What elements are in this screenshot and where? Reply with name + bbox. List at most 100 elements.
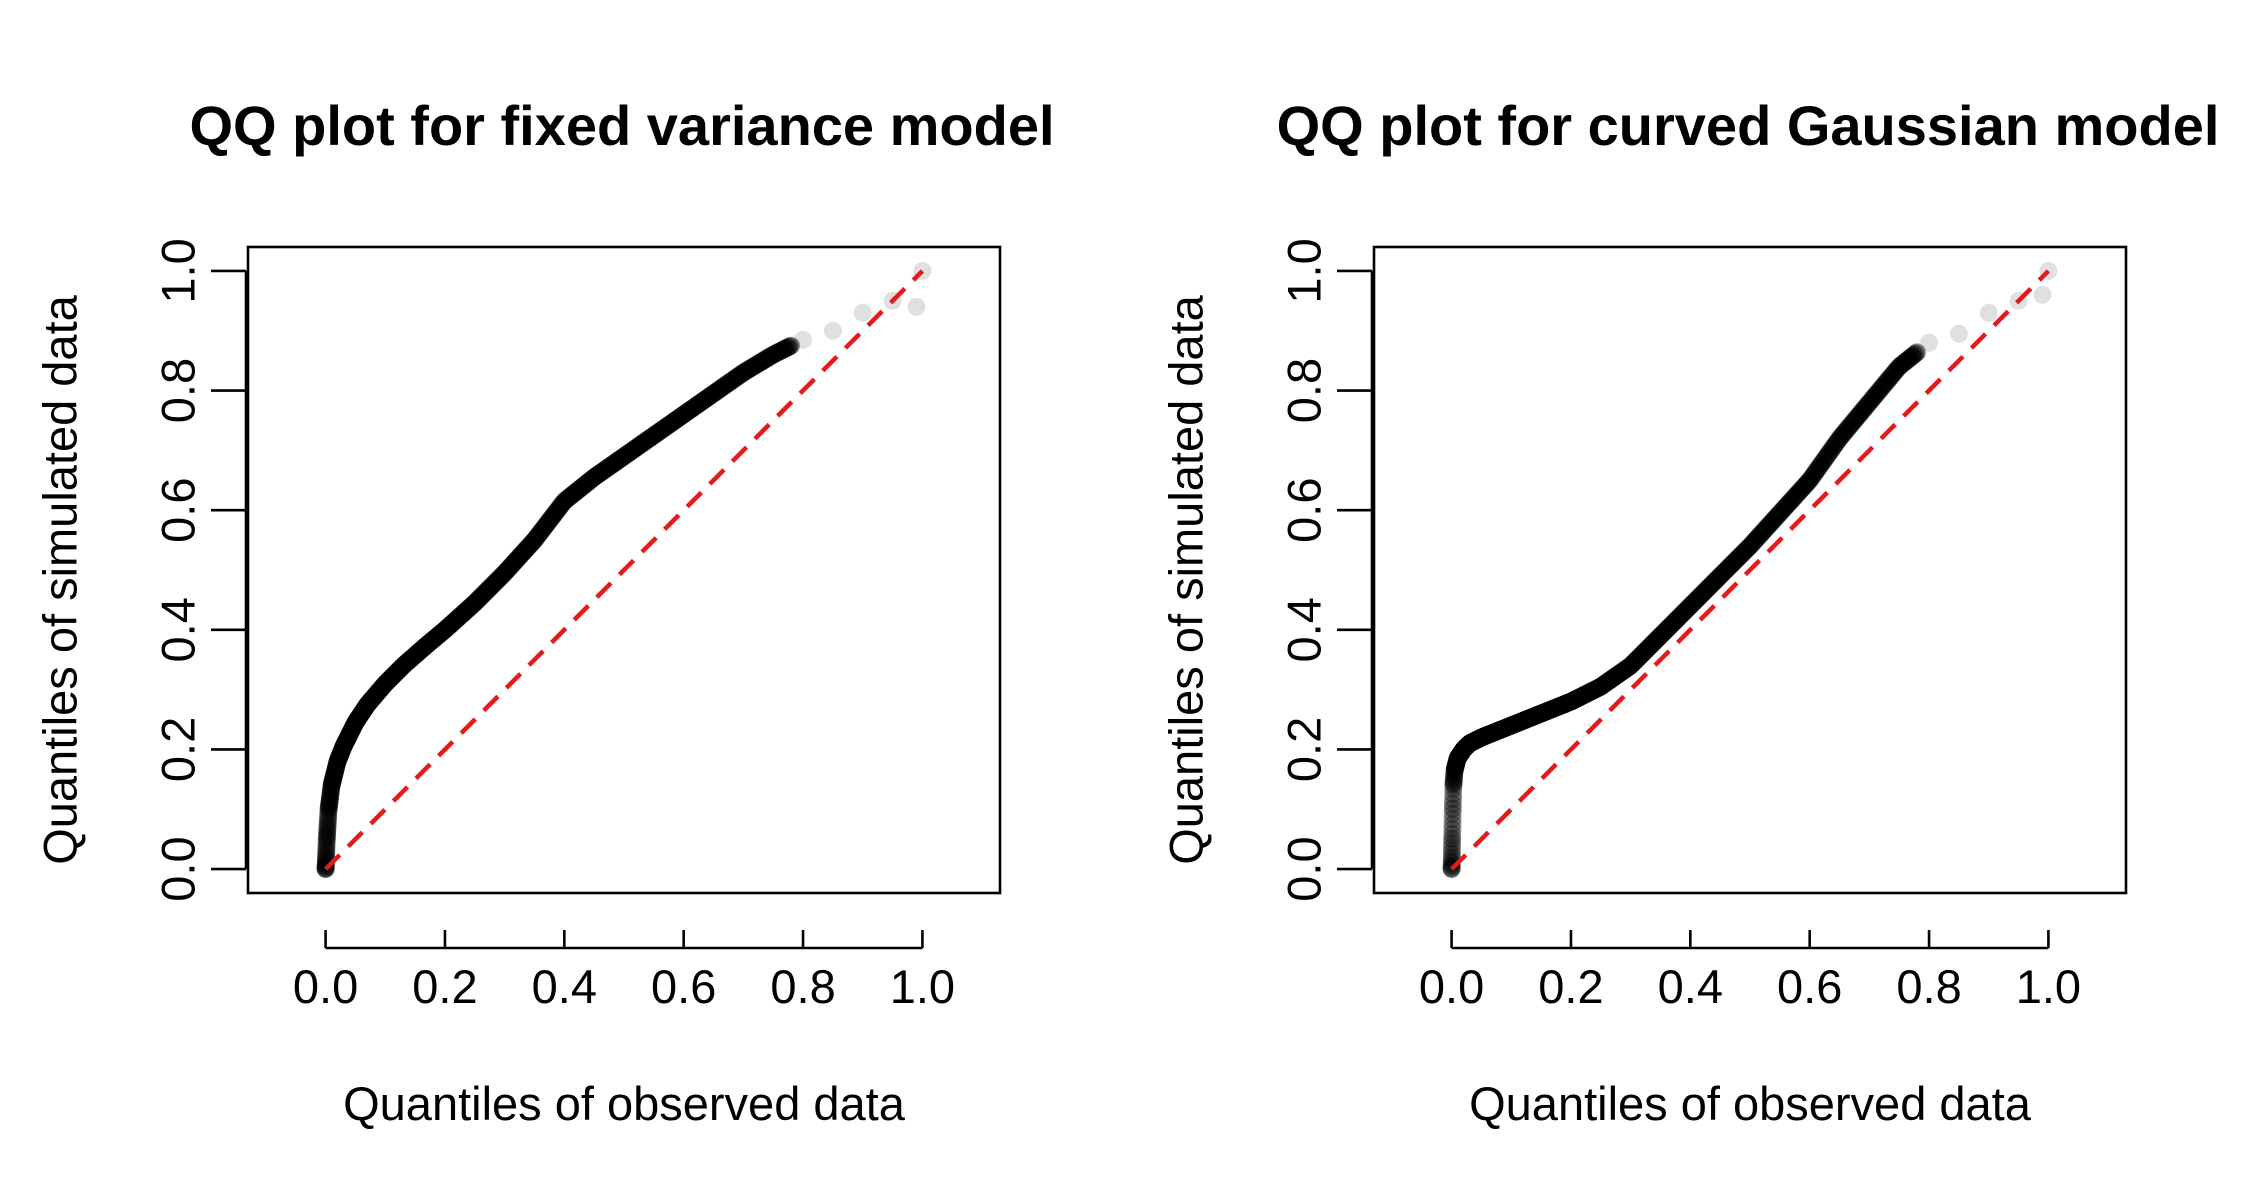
qq-point [1505, 715, 1524, 734]
qq-point [647, 424, 666, 443]
qq-point [1548, 698, 1567, 717]
qq-point [1525, 707, 1544, 726]
chart-title: QQ plot for curved Gaussian model [1277, 94, 2220, 157]
qq-point [1457, 737, 1476, 756]
qq-point [371, 679, 390, 698]
qq-point [1536, 702, 1555, 721]
qq-point [371, 680, 390, 699]
qq-point [1526, 706, 1545, 725]
qq-point [1763, 512, 1782, 531]
qq-point [1809, 459, 1828, 478]
qq-point [1891, 356, 1910, 375]
qq-point [1443, 838, 1462, 857]
qq-point [502, 555, 521, 574]
qq-point [331, 744, 350, 763]
qq-point [1461, 734, 1480, 753]
qq-point [1772, 502, 1791, 521]
qq-point [575, 476, 594, 495]
qq-point [1754, 522, 1773, 541]
qq-point [566, 482, 585, 501]
qq-point [407, 644, 426, 663]
qq-point [770, 342, 789, 361]
qq-point [520, 536, 539, 555]
qq-point [1843, 413, 1862, 432]
x-tick-label: 0.0 [293, 960, 358, 1013]
qq-point [1801, 470, 1820, 489]
qq-point [1677, 600, 1696, 619]
qq-point [1575, 685, 1594, 704]
qq-point [346, 713, 365, 732]
qq-point [480, 579, 499, 598]
qq-point [1471, 728, 1490, 747]
qq-point [1677, 601, 1696, 620]
qq-point [1596, 674, 1615, 693]
qq-point [368, 684, 387, 703]
qq-point [1554, 695, 1573, 714]
qq-point [1448, 751, 1467, 770]
qq-point [628, 437, 647, 456]
qq-point [522, 534, 541, 553]
qq-point [359, 694, 378, 713]
qq-point [779, 337, 798, 356]
qq-point [700, 387, 719, 406]
qq-point [321, 787, 340, 806]
qq-point [1493, 719, 1512, 738]
qq-point [1458, 736, 1477, 755]
qq-point [739, 360, 758, 379]
qq-point [1854, 401, 1873, 420]
qq-point [1684, 593, 1703, 612]
qq-point [1858, 396, 1877, 415]
qq-point [749, 354, 768, 373]
qq-point [324, 768, 343, 787]
qq-point [545, 505, 564, 524]
qq-point [636, 432, 655, 451]
qq-point [705, 383, 724, 402]
qq-point [376, 674, 395, 693]
qq-points [1442, 261, 2058, 879]
qq-point [1563, 691, 1582, 710]
qq-point [1447, 752, 1466, 771]
x-tick-label: 0.8 [1896, 960, 1961, 1013]
qq-point [1707, 570, 1726, 589]
qq-point [1574, 686, 1593, 705]
qq-point [562, 486, 581, 505]
y-tick-label: 0.4 [1278, 597, 1331, 662]
qq-point [753, 351, 772, 370]
qq-point [1457, 737, 1476, 756]
qq-point [1453, 741, 1472, 760]
y-tick-label: 0.6 [152, 478, 205, 543]
qq-point [1470, 729, 1489, 748]
qq-point [1508, 713, 1527, 732]
qq-point [505, 552, 524, 571]
qq-point [532, 522, 551, 541]
qq-point [1468, 730, 1487, 749]
qq-point [1487, 722, 1506, 741]
qq-point [390, 660, 409, 679]
qq-point [1489, 721, 1508, 740]
qq-point [378, 672, 397, 691]
qq-point [584, 468, 603, 487]
qq-point [736, 362, 755, 381]
qq-point [1895, 353, 1914, 372]
qq-point [1550, 697, 1569, 716]
qq-point [1835, 422, 1854, 441]
qq-point [316, 855, 335, 874]
qq-point [1477, 726, 1496, 745]
qq-point [1883, 365, 1902, 384]
qq-point [1729, 548, 1748, 567]
qq-point [1668, 609, 1687, 628]
qq-point [1792, 479, 1811, 498]
qq-point [642, 428, 661, 447]
qq-point [1496, 718, 1515, 737]
qq-point [448, 609, 467, 628]
qq-point [740, 360, 759, 379]
qq-point [1865, 387, 1884, 406]
qq-point [1901, 348, 1920, 367]
qq-point [1790, 483, 1809, 502]
qq-point [1456, 738, 1475, 757]
qq-point [1822, 441, 1841, 460]
qq-point [1591, 677, 1610, 696]
x-tick-label: 1.0 [890, 960, 955, 1013]
qq-point [590, 464, 609, 483]
qq-point [1454, 740, 1473, 759]
